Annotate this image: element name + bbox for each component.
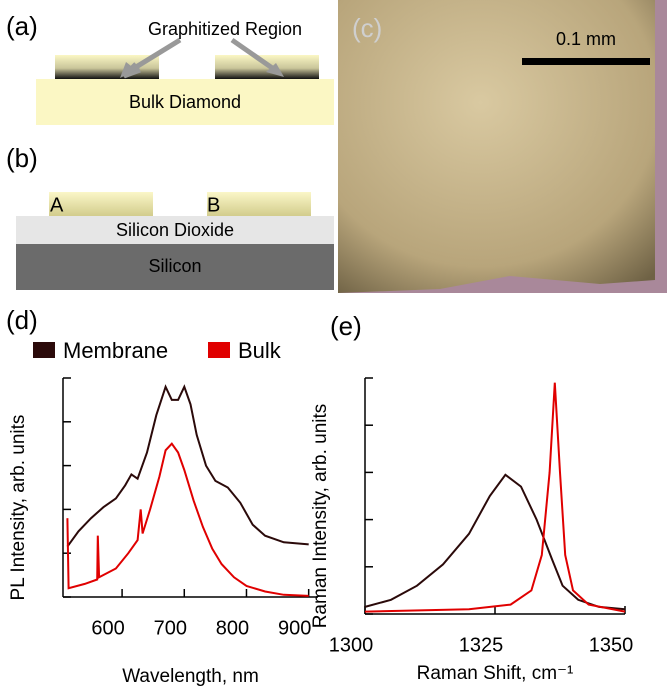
membrane-label: B bbox=[207, 194, 220, 216]
panel-label: (d) bbox=[6, 305, 38, 335]
series-line bbox=[364, 382, 626, 613]
legend-label: Bulk bbox=[238, 338, 282, 363]
x-tick-label: 800 bbox=[216, 617, 249, 639]
panel-label: (b) bbox=[6, 143, 38, 173]
x-axis-label: Raman Shift, cm⁻¹ bbox=[417, 663, 574, 684]
arrow bbox=[122, 37, 182, 79]
silicon-layer bbox=[16, 244, 334, 290]
arrow-head bbox=[266, 63, 284, 77]
legend-swatch bbox=[208, 342, 230, 358]
series-line bbox=[66, 442, 309, 597]
layer-label: Bulk Diamond bbox=[129, 92, 241, 112]
bulk-diamond bbox=[36, 79, 334, 125]
series-line bbox=[66, 384, 309, 548]
layer-label: Silicon bbox=[148, 256, 201, 276]
scale-bar bbox=[522, 58, 650, 65]
panel-label: (e) bbox=[330, 311, 362, 341]
oxide-layer bbox=[16, 216, 334, 244]
x-tick-label: 1300 bbox=[329, 634, 374, 656]
y-axis-label: Raman Intensity, arb. units bbox=[310, 404, 331, 629]
callout: Graphitized Region bbox=[148, 19, 302, 39]
graphitized-slab bbox=[55, 55, 159, 79]
panel-label: (a) bbox=[6, 11, 38, 41]
scale-label: 0.1 mm bbox=[556, 29, 616, 49]
legend-label: Membrane bbox=[63, 338, 168, 363]
layer-label: Silicon Dioxide bbox=[116, 220, 234, 240]
panel-label: (c) bbox=[352, 13, 382, 43]
micrograph bbox=[338, 0, 655, 293]
legend-swatch bbox=[33, 342, 55, 358]
arrow bbox=[230, 37, 280, 75]
membrane bbox=[49, 192, 153, 216]
arrow-head bbox=[120, 62, 136, 78]
x-axis-label: Wavelength, nm bbox=[122, 666, 259, 687]
x-tick-label: 600 bbox=[91, 617, 124, 639]
x-tick-label: 1325 bbox=[459, 634, 504, 656]
x-tick-label: 1350 bbox=[589, 634, 634, 656]
membrane-label: A bbox=[50, 194, 64, 216]
series-line bbox=[364, 473, 626, 611]
membrane bbox=[207, 192, 311, 216]
x-tick-label: 900 bbox=[278, 617, 311, 639]
x-tick-label: 700 bbox=[154, 617, 187, 639]
y-axis-label: PL Intensity, arb. units bbox=[8, 415, 29, 601]
